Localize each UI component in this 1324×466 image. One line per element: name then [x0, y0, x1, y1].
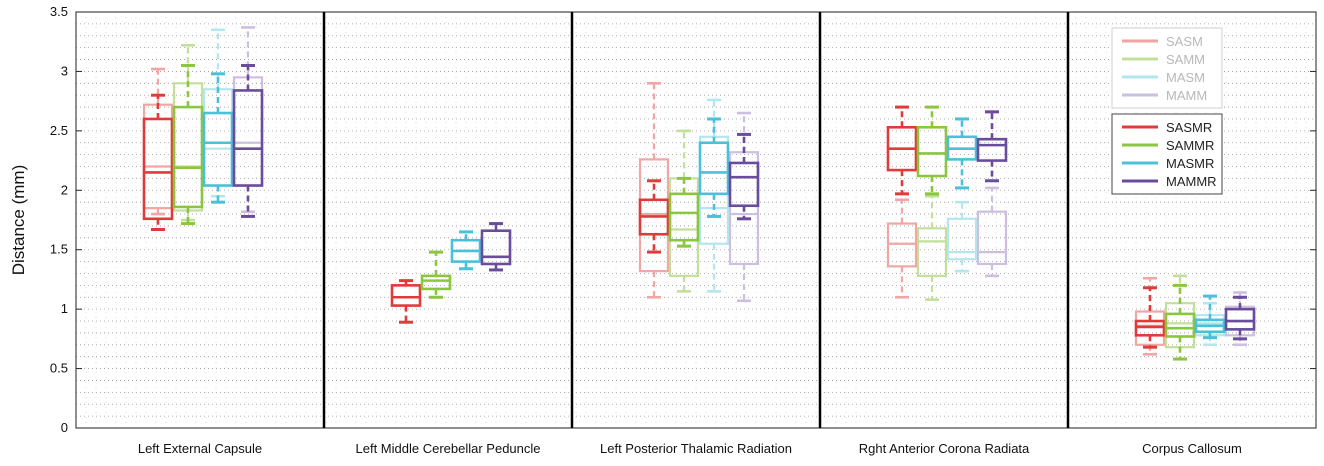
box-sammr [420, 250, 452, 299]
legend-label: SASM [1166, 34, 1203, 49]
box-iqr [668, 192, 700, 242]
box-iqr [946, 217, 978, 261]
y-tick-label: 2.5 [50, 123, 68, 138]
box-sammr [172, 63, 204, 226]
box-masmr [946, 117, 978, 190]
box-iqr [390, 284, 422, 307]
box-iqr [886, 222, 918, 268]
box-sasmr [1134, 286, 1166, 349]
box-sammr [916, 105, 948, 196]
legend-label: MASM [1166, 70, 1205, 85]
category-label: Left Middle Cerebellar Peduncle [356, 441, 541, 456]
legend-label: MAMM [1166, 88, 1207, 103]
category-label: Left Posterior Thalamic Radiation [600, 441, 792, 456]
box-iqr [232, 89, 264, 187]
box-mammr [1224, 295, 1256, 341]
box-iqr [698, 141, 730, 196]
box-sasmr [638, 179, 670, 254]
y-tick-label: 0.5 [50, 361, 68, 376]
box-mammr [232, 63, 264, 218]
box-iqr [1224, 307, 1256, 331]
legend-label: MASMR [1166, 156, 1214, 171]
y-tick-label: 1 [61, 301, 68, 316]
legend-label: SAMMR [1166, 138, 1214, 153]
box-sasmr [886, 105, 918, 196]
box-iqr [420, 274, 452, 291]
box-sammr [668, 176, 700, 248]
box-masmr [698, 117, 730, 218]
y-tick-label: 3.5 [50, 4, 68, 19]
box-samm [916, 194, 948, 301]
box-iqr [916, 125, 948, 178]
box-iqr [728, 161, 760, 208]
box-masmr [450, 230, 482, 271]
box-iqr [1164, 312, 1196, 338]
y-tick-label: 3 [61, 63, 68, 78]
box-sammr [1164, 283, 1196, 361]
box-iqr [202, 88, 234, 187]
legend-label: SASMR [1166, 120, 1212, 135]
box-mamm [1224, 291, 1256, 347]
category-label: Rght Anterior Corona Radiata [859, 441, 1030, 456]
box-iqr [142, 117, 174, 221]
box-mammr [480, 222, 512, 272]
y-tick-label: 0 [61, 420, 68, 435]
legend-label: MAMMR [1166, 174, 1217, 189]
box-sasmr [390, 279, 422, 324]
box-mamm [232, 26, 264, 213]
y-axis-title: Distance (mm) [9, 165, 28, 276]
box-mammr [728, 132, 760, 221]
box-masmr [202, 72, 234, 204]
box-iqr [976, 137, 1008, 162]
category-label: Corpus Callosum [1142, 441, 1242, 456]
plot-frame [75, 11, 1317, 429]
box-masm [946, 200, 978, 273]
box-iqr [202, 111, 234, 187]
y-tick-label: 1.5 [50, 242, 68, 257]
box-mammr [976, 110, 1008, 183]
box-iqr [916, 227, 948, 277]
y-tick-label: 2 [61, 182, 68, 197]
box-iqr [172, 105, 204, 209]
legend-label: SAMM [1166, 52, 1205, 67]
box-iqr [976, 210, 1008, 266]
box-masmr [1194, 294, 1226, 340]
box-iqr [480, 229, 512, 266]
box-mamm [976, 186, 1008, 278]
box-sasmr [142, 93, 174, 232]
box-sasm [886, 198, 918, 299]
box-iqr [232, 76, 264, 187]
category-label: Left External Capsule [138, 441, 262, 456]
box-samm [668, 129, 700, 293]
box-sasm [142, 67, 174, 216]
